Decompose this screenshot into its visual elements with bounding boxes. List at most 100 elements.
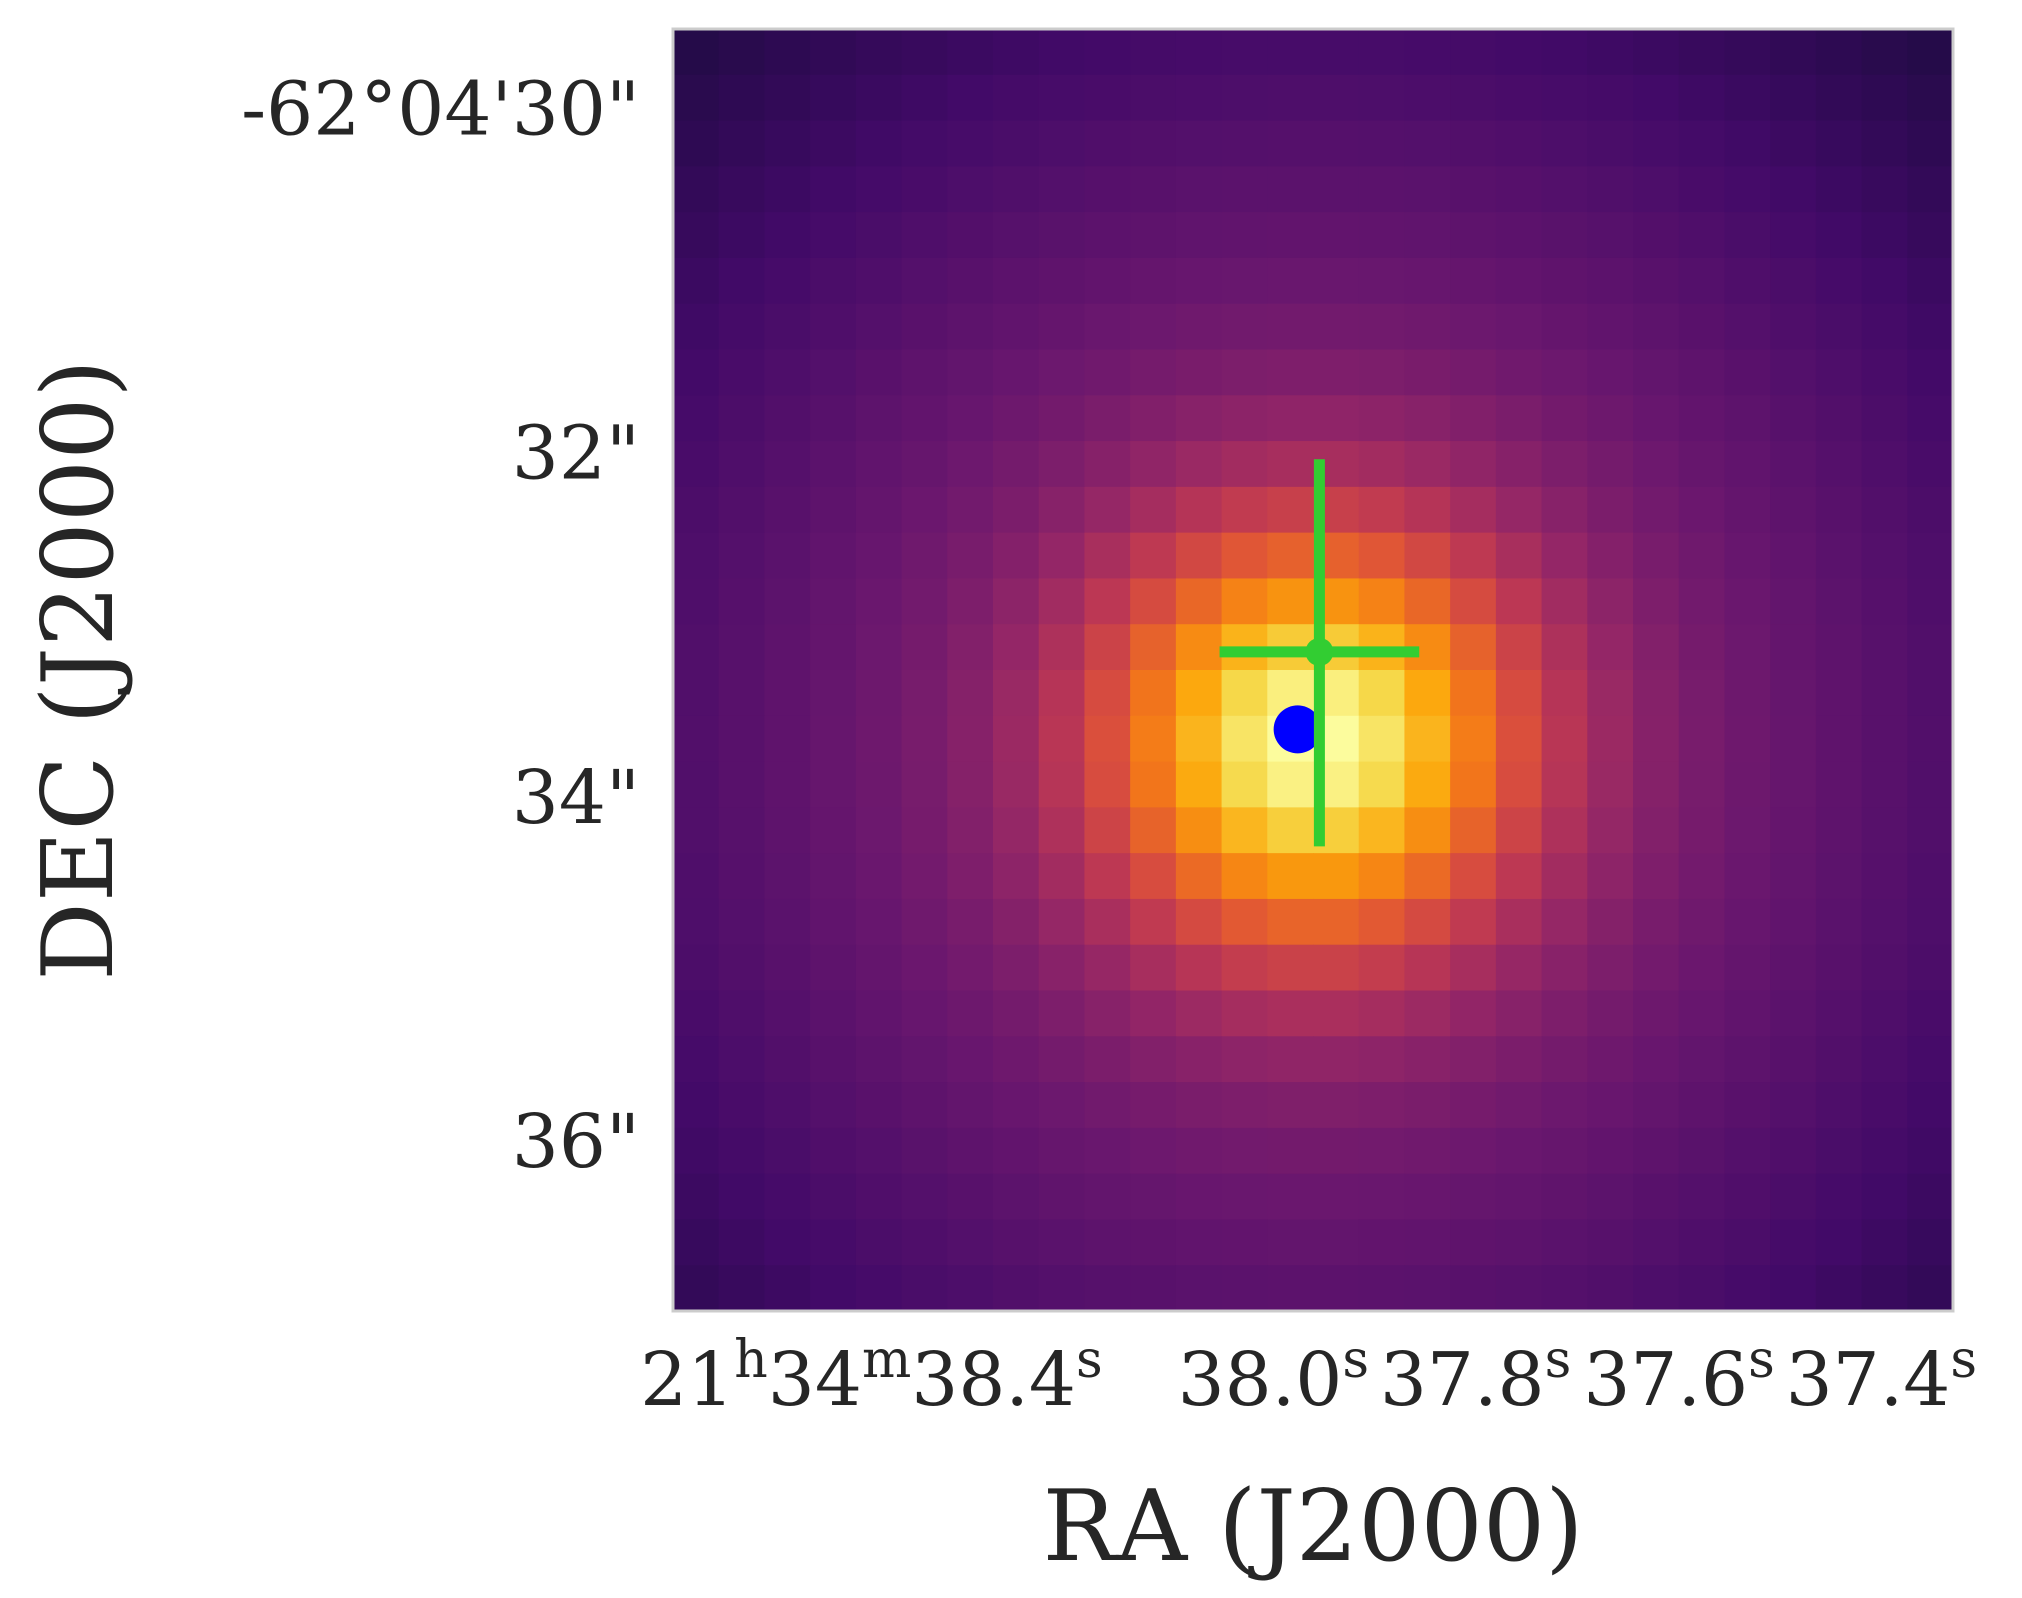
heatmap-cell xyxy=(1358,441,1406,488)
heatmap-cell xyxy=(1541,166,1588,213)
heatmap-cell xyxy=(1724,1219,1771,1266)
heatmap-cell xyxy=(1313,303,1360,351)
heatmap-cell xyxy=(1404,898,1451,946)
heatmap-cell xyxy=(901,29,948,76)
heatmap-cell xyxy=(1495,486,1543,534)
heatmap-cell xyxy=(1404,670,1451,717)
heatmap-cell xyxy=(1450,624,1497,671)
y-tick-label: 36" xyxy=(512,1099,640,1185)
heatmap-cell xyxy=(1450,29,1497,76)
heatmap-cell xyxy=(1313,1265,1360,1312)
heatmap-cell xyxy=(1633,898,1680,946)
heatmap-cell xyxy=(1724,1082,1771,1129)
heatmap-cell xyxy=(1267,807,1314,854)
heatmap-cell xyxy=(901,532,948,580)
heatmap-cell xyxy=(1450,990,1497,1037)
heatmap-cell xyxy=(901,1127,948,1175)
heatmap-cell xyxy=(1084,1082,1131,1129)
heatmap-cell xyxy=(1861,898,1908,946)
heatmap-cell xyxy=(993,1082,1040,1129)
heatmap-cell xyxy=(855,1127,903,1175)
heatmap-cell xyxy=(1815,257,1863,305)
heatmap-cell xyxy=(810,74,857,122)
heatmap-cell xyxy=(1633,1265,1680,1312)
heatmap-cell xyxy=(1084,898,1131,946)
heatmap-cell xyxy=(673,1265,720,1312)
heatmap-cell xyxy=(993,944,1040,992)
heatmap-cell xyxy=(1815,74,1863,122)
heatmap-cell xyxy=(1633,257,1680,305)
heatmap-cell xyxy=(901,1036,948,1083)
heatmap-cell xyxy=(764,1127,811,1175)
heatmap-cell xyxy=(1815,761,1863,808)
heatmap-cell xyxy=(1084,1265,1131,1312)
heatmap-cell xyxy=(1130,1219,1177,1266)
heatmap-cell xyxy=(1541,853,1588,900)
heatmap-cell xyxy=(1724,532,1771,580)
heatmap-cell xyxy=(1815,990,1863,1037)
heatmap-cell xyxy=(718,349,766,396)
heatmap-cell xyxy=(1221,395,1268,442)
heatmap-cell xyxy=(993,349,1040,396)
heatmap-cell xyxy=(1861,486,1908,534)
heatmap-cell xyxy=(1313,853,1360,900)
heatmap-cell xyxy=(1495,532,1543,580)
heatmap-cell xyxy=(1038,395,1086,442)
heatmap-cell xyxy=(1038,532,1086,580)
heatmap-cell xyxy=(673,578,720,625)
heatmap-cell xyxy=(1221,807,1268,854)
heatmap-cell xyxy=(1175,670,1223,717)
heatmap-cell xyxy=(1815,624,1863,671)
heatmap-cell xyxy=(1084,441,1131,488)
heatmap-cell xyxy=(1313,29,1360,76)
heatmap-cell xyxy=(1861,1036,1908,1083)
heatmap-cell xyxy=(1130,1036,1177,1083)
heatmap-cell xyxy=(1404,1127,1451,1175)
heatmap-cell xyxy=(1221,944,1268,992)
heatmap-cell xyxy=(673,990,720,1037)
heatmap-cell xyxy=(993,761,1040,808)
heatmap-cell xyxy=(1861,441,1908,488)
heatmap-cell xyxy=(855,1082,903,1129)
heatmap-cell xyxy=(1221,212,1268,259)
heatmap-cell xyxy=(1678,990,1726,1037)
heatmap-cell xyxy=(1221,1127,1268,1175)
heatmap-cell xyxy=(1221,166,1268,213)
heatmap-cell xyxy=(1084,486,1131,534)
heatmap-cell xyxy=(718,74,766,122)
heatmap-cell xyxy=(1678,1219,1726,1266)
heatmap-cell xyxy=(1724,349,1771,396)
heatmap-cell xyxy=(718,303,766,351)
heatmap-cell xyxy=(1038,898,1086,946)
heatmap-cell xyxy=(1678,853,1726,900)
heatmap-cell xyxy=(718,395,766,442)
heatmap-cell xyxy=(1724,120,1771,167)
heatmap-cell xyxy=(1175,212,1223,259)
heatmap-cell xyxy=(810,349,857,396)
heatmap-cell xyxy=(1815,532,1863,580)
heatmap-cell xyxy=(718,898,766,946)
heatmap-cell xyxy=(1815,349,1863,396)
heatmap-cell xyxy=(1907,120,1954,167)
heatmap-cell xyxy=(1450,1082,1497,1129)
heatmap-cell xyxy=(1907,853,1954,900)
heatmap-cell xyxy=(1221,303,1268,351)
heatmap-cell xyxy=(810,1265,857,1312)
heatmap-cell xyxy=(1404,944,1451,992)
heatmap-cell xyxy=(1313,74,1360,122)
heatmap-cell xyxy=(1175,29,1223,76)
heatmap-cell xyxy=(1907,532,1954,580)
heatmap-cell xyxy=(1267,257,1314,305)
heatmap-cell xyxy=(1130,670,1177,717)
heatmap-cell xyxy=(947,532,994,580)
heatmap-cell xyxy=(1084,29,1131,76)
heatmap-cell xyxy=(810,29,857,76)
heatmap-cell xyxy=(855,853,903,900)
heatmap-cell xyxy=(1084,395,1131,442)
heatmap-cell xyxy=(1404,532,1451,580)
heatmap-cell xyxy=(947,807,994,854)
heatmap-cell xyxy=(1815,212,1863,259)
heatmap-cell xyxy=(901,74,948,122)
heatmap-cell xyxy=(1038,715,1086,763)
